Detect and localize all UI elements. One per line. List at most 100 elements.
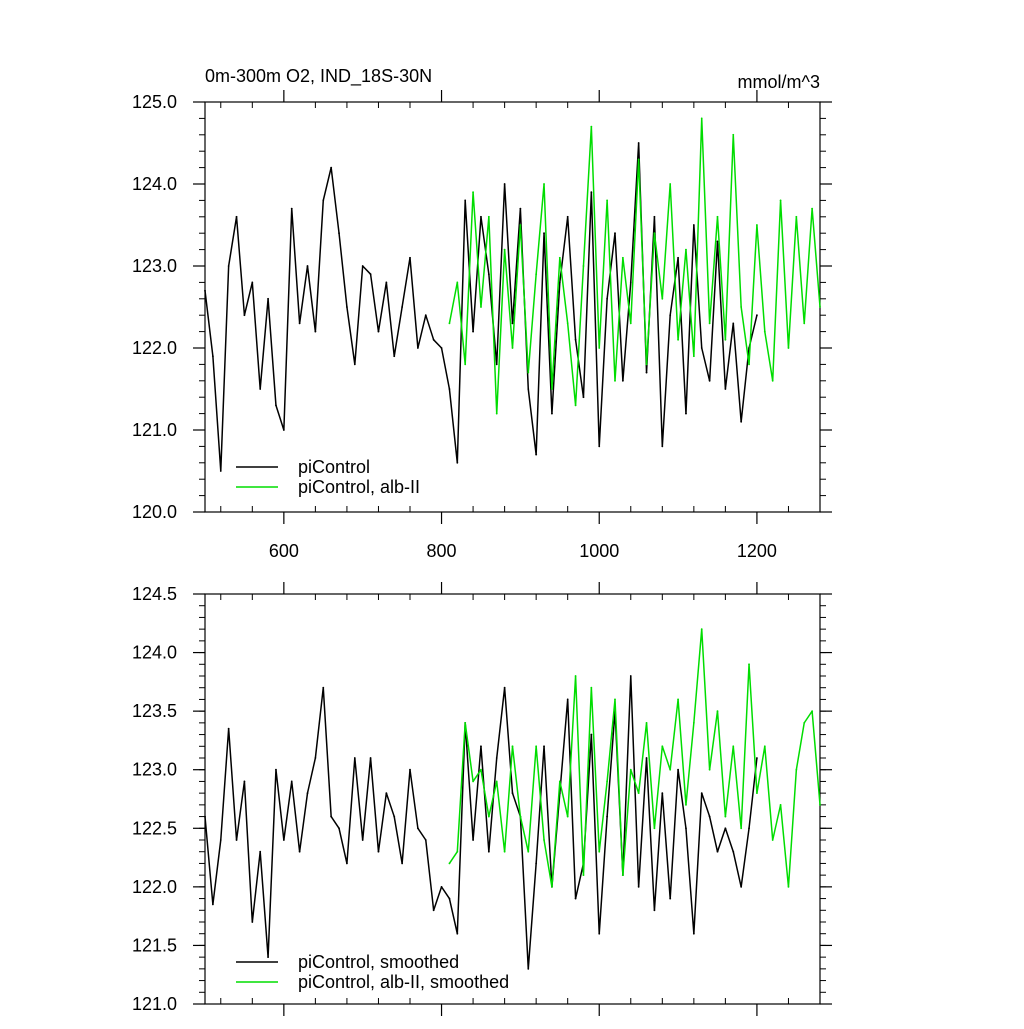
- y-tick-label: 123.0: [132, 760, 177, 780]
- series-2-1: [204, 675, 758, 970]
- y-tick-label: 122.0: [132, 877, 177, 897]
- y-tick-label: 124.0: [132, 174, 177, 194]
- data-point: [448, 862, 451, 865]
- data-point: [653, 232, 656, 235]
- data-point: [574, 897, 577, 900]
- data-point: [692, 932, 695, 935]
- data-point: [637, 885, 640, 888]
- data-point: [511, 347, 514, 349]
- data-point: [708, 379, 711, 382]
- data-point: [661, 297, 664, 300]
- data-point: [330, 815, 333, 818]
- data-point: [779, 199, 782, 202]
- y-tick-label: 121.0: [132, 994, 177, 1014]
- y-tick-label: 122.0: [132, 338, 177, 358]
- data-point: [527, 850, 530, 853]
- data-point: [724, 827, 727, 830]
- chart-panel-2: 121.0 121.5 122.0 122.5 123.0 123.5 124.0 124.5…: [132, 582, 832, 1016]
- y-tick-label: 124.5: [132, 584, 177, 604]
- data-point: [606, 199, 609, 202]
- data-point: [645, 757, 648, 759]
- data-point: [669, 768, 672, 771]
- data-point: [700, 792, 703, 795]
- data-point: [527, 388, 530, 390]
- data-point: [480, 745, 482, 748]
- data-point: [511, 322, 514, 325]
- data-point: [227, 265, 230, 267]
- data-point: [692, 721, 695, 724]
- data-point: [629, 675, 632, 677]
- data-point: [740, 885, 743, 888]
- data-point: [724, 338, 727, 341]
- legend-item: piControl, alb-II: [236, 477, 420, 497]
- data-point: [424, 839, 427, 841]
- data-point: [314, 330, 317, 333]
- data-point: [503, 850, 506, 853]
- data-point: [606, 297, 609, 300]
- data-point: [338, 827, 340, 830]
- data-point: [614, 232, 616, 235]
- data-point: [251, 281, 254, 284]
- data-point: [211, 903, 214, 906]
- data-point: [204, 289, 206, 292]
- data-point: [637, 158, 640, 161]
- data-point: [756, 224, 758, 226]
- data-point: [298, 322, 301, 325]
- data-point: [692, 224, 695, 226]
- y-tick-label: 122.5: [132, 818, 177, 838]
- y-tick-label: 123.0: [132, 256, 177, 276]
- data-point: [361, 839, 364, 841]
- data-point: [558, 780, 561, 783]
- legend-label: piControl, alb-II, smoothed: [298, 972, 509, 992]
- data-point: [558, 256, 561, 259]
- data-point: [590, 191, 593, 194]
- data-point: [716, 240, 719, 243]
- data-point: [472, 191, 474, 194]
- series-line: [204, 675, 758, 970]
- data-point: [456, 932, 459, 935]
- data-point: [756, 792, 758, 795]
- data-point: [472, 780, 474, 783]
- data-point: [685, 248, 687, 251]
- data-point: [566, 815, 569, 818]
- data-point: [353, 757, 356, 759]
- data-point: [637, 792, 640, 795]
- data-point: [740, 827, 743, 830]
- data-point: [598, 932, 601, 935]
- data-point: [480, 768, 482, 771]
- data-point: [464, 199, 467, 202]
- data-point: [472, 330, 474, 333]
- series-line: [448, 117, 821, 415]
- data-point: [819, 306, 821, 308]
- data-point: [661, 792, 664, 795]
- data-point: [267, 297, 269, 300]
- y-tick-label: 123.5: [132, 701, 177, 721]
- data-point: [275, 768, 277, 771]
- data-point: [440, 885, 443, 888]
- data-point: [393, 815, 396, 818]
- data-point: [409, 768, 411, 771]
- data-point: [606, 780, 609, 783]
- data-point: [708, 815, 711, 818]
- data-point: [314, 757, 317, 759]
- data-point: [369, 757, 372, 759]
- data-point: [700, 347, 703, 349]
- data-point: [401, 306, 404, 308]
- data-point: [614, 379, 616, 382]
- data-point: [235, 839, 238, 841]
- data-point: [795, 215, 798, 218]
- data-point: [535, 862, 538, 865]
- data-point: [211, 355, 214, 358]
- data-point: [661, 445, 664, 448]
- data-point: [487, 273, 490, 276]
- data-point: [543, 183, 545, 185]
- data-point: [795, 768, 798, 771]
- data-point: [440, 347, 443, 349]
- data-point: [708, 768, 711, 771]
- data-point: [756, 314, 758, 317]
- data-point: [259, 850, 262, 853]
- data-point: [756, 757, 758, 759]
- x-tick-label: 1000: [579, 541, 619, 561]
- data-point: [338, 232, 340, 235]
